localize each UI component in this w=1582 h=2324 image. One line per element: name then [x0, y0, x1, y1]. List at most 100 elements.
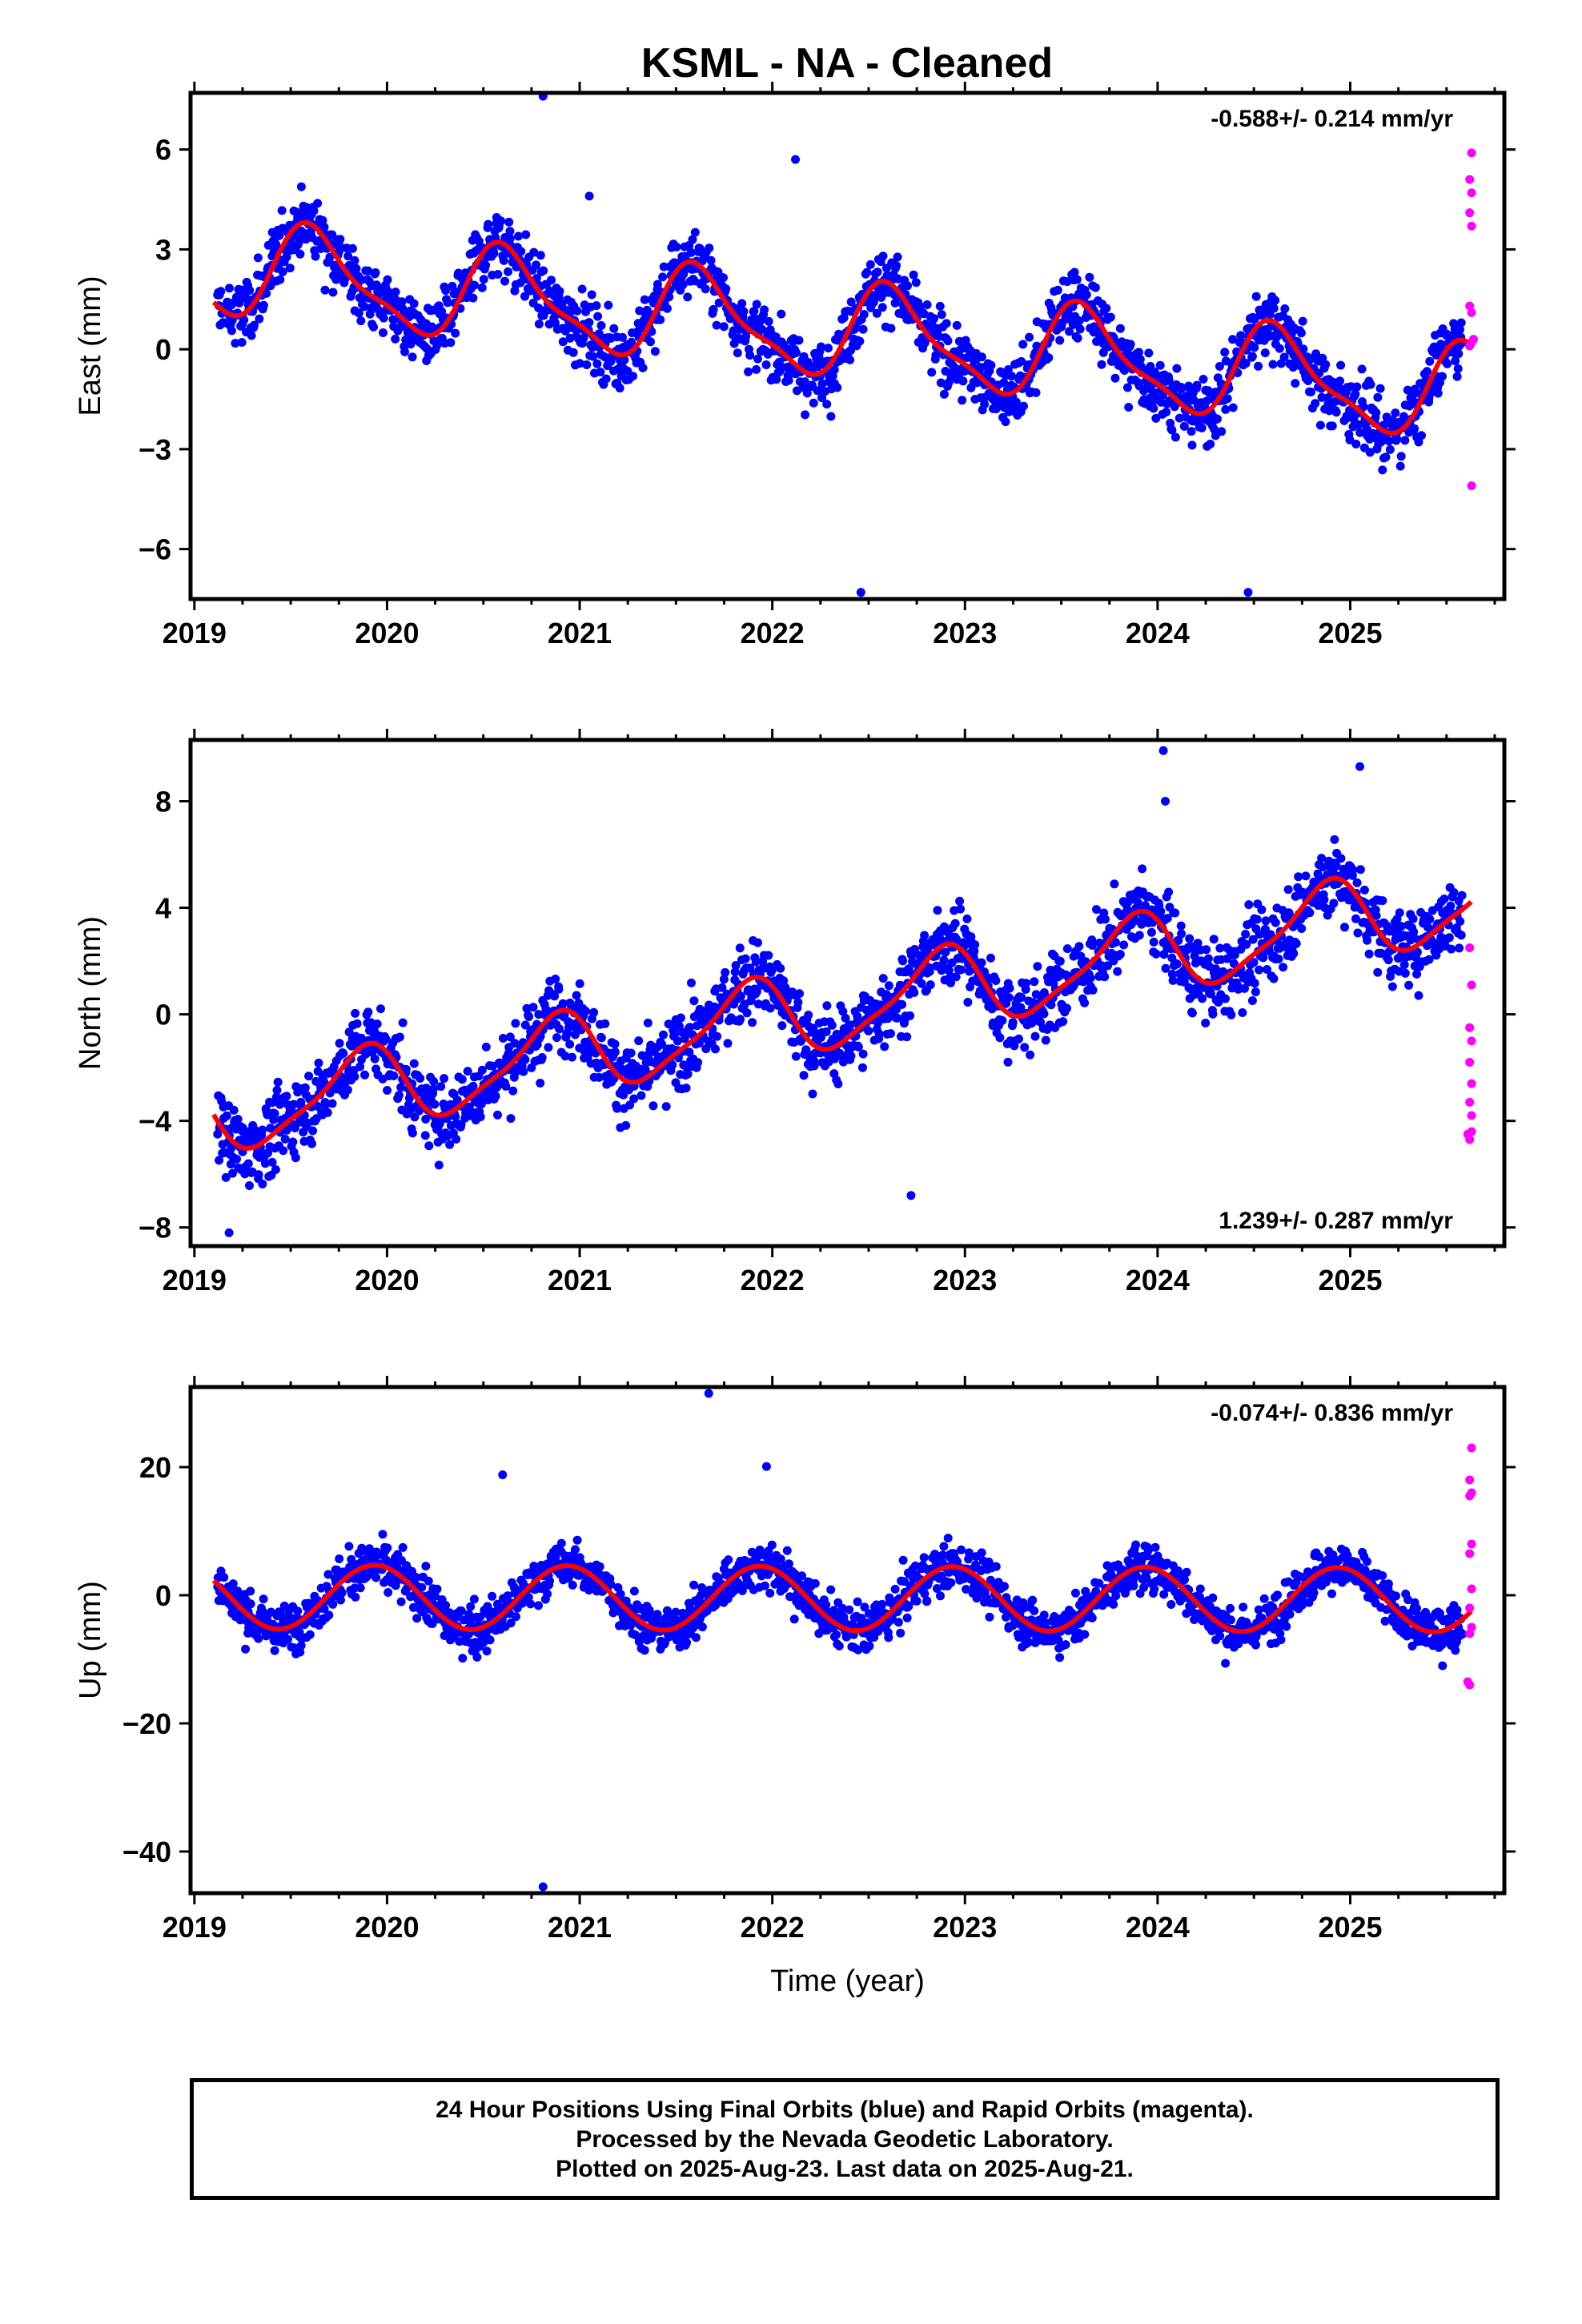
- data-point: [400, 347, 410, 356]
- data-point: [1170, 432, 1180, 442]
- data-point: [1359, 885, 1369, 895]
- data-point: [1208, 1009, 1218, 1019]
- data-point: [1137, 919, 1146, 929]
- data-point: [606, 1579, 616, 1589]
- data-point: [550, 991, 560, 1001]
- data-point: [1192, 380, 1202, 390]
- data-point: [939, 955, 949, 965]
- data-point: [505, 234, 515, 243]
- data-point: [683, 1069, 693, 1079]
- data-point: [1263, 965, 1271, 974]
- data-point: [719, 975, 729, 984]
- data-point: [464, 1610, 474, 1619]
- north-frame: [188, 738, 1507, 1248]
- data-point: [784, 376, 793, 385]
- data-point: [577, 284, 587, 294]
- data-point: [395, 1032, 404, 1042]
- data-point: [396, 1083, 406, 1092]
- data-point: [841, 1013, 850, 1023]
- data-point: [430, 1100, 440, 1109]
- data-point: [1336, 360, 1346, 370]
- data-point: [935, 301, 945, 311]
- data-point: [409, 1059, 419, 1068]
- data-point: [878, 974, 888, 983]
- data-point: [1156, 907, 1166, 916]
- data-point: [1198, 994, 1207, 1003]
- data-point: [691, 1633, 701, 1642]
- data-point: [1172, 959, 1182, 969]
- data-point: [733, 348, 742, 358]
- data-point: [1164, 887, 1174, 897]
- data-point: [886, 324, 896, 333]
- data-point: [600, 1019, 610, 1028]
- data-point: [827, 1020, 837, 1030]
- data-point: [1020, 1043, 1030, 1052]
- data-point: [865, 259, 875, 269]
- data-point: [817, 342, 826, 352]
- data-point: [683, 292, 693, 302]
- data-point: [1085, 272, 1094, 282]
- data-point: [371, 268, 380, 277]
- data-point: [629, 1094, 639, 1104]
- data-point: [324, 1610, 334, 1620]
- panel-up: 2019 2020 2021 2022 2023 2024 2025−40−20020Up …: [74, 1376, 1516, 1998]
- rapid-point: [1467, 1079, 1476, 1088]
- data-point: [1162, 914, 1172, 923]
- east-frame: [188, 90, 1507, 601]
- data-point: [672, 242, 681, 251]
- rapid-point: [1467, 188, 1476, 198]
- data-point: [1396, 452, 1406, 461]
- data-point: [1062, 1003, 1071, 1013]
- data-point: [572, 1535, 582, 1545]
- data-point: [892, 261, 901, 270]
- data-point: [701, 284, 710, 294]
- data-point: [1315, 420, 1325, 430]
- rapid-point: [1465, 208, 1475, 218]
- data-point: [648, 1101, 658, 1111]
- data-point: [337, 1588, 347, 1598]
- data-point: [958, 376, 968, 386]
- data-point: [1102, 304, 1111, 313]
- data-point: [587, 290, 596, 300]
- data-point: [853, 1597, 862, 1606]
- data-point: [1110, 938, 1120, 947]
- data-point: [508, 1086, 518, 1096]
- x-tick-label: 2024: [1126, 1264, 1190, 1297]
- data-point: [1385, 444, 1395, 454]
- data-point: [468, 293, 478, 303]
- data-point: [1311, 399, 1320, 408]
- data-point: [428, 1084, 438, 1094]
- data-point: [678, 279, 688, 289]
- data-point: [222, 1111, 231, 1120]
- data-point: [319, 223, 329, 232]
- data-point: [296, 182, 306, 191]
- data-point: [1073, 333, 1082, 343]
- data-point: [347, 243, 357, 253]
- data-point: [554, 984, 564, 994]
- data-point: [1206, 440, 1215, 448]
- data-point: [933, 906, 942, 915]
- data-point: [741, 954, 750, 963]
- data-point: [501, 1081, 511, 1091]
- data-point: [1375, 384, 1385, 393]
- data-point: [336, 1595, 345, 1605]
- data-point: [383, 1086, 392, 1095]
- y-tick-label: 0: [155, 999, 171, 1031]
- data-point: [1217, 427, 1227, 436]
- data-point: [662, 304, 672, 313]
- data-point: [833, 383, 842, 392]
- data-point: [640, 295, 649, 304]
- data-point: [504, 217, 514, 227]
- data-point: [1004, 993, 1014, 1003]
- data-point: [1215, 362, 1224, 371]
- x-tick-label: 2023: [933, 617, 997, 649]
- data-point: [1331, 408, 1341, 417]
- data-point: [355, 1583, 365, 1593]
- data-point: [764, 316, 773, 326]
- data-point: [801, 410, 810, 420]
- data-point: [308, 1126, 318, 1136]
- data-point: [516, 247, 526, 256]
- data-point: [319, 1604, 329, 1614]
- data-point: [688, 235, 697, 244]
- data-point: [939, 922, 949, 931]
